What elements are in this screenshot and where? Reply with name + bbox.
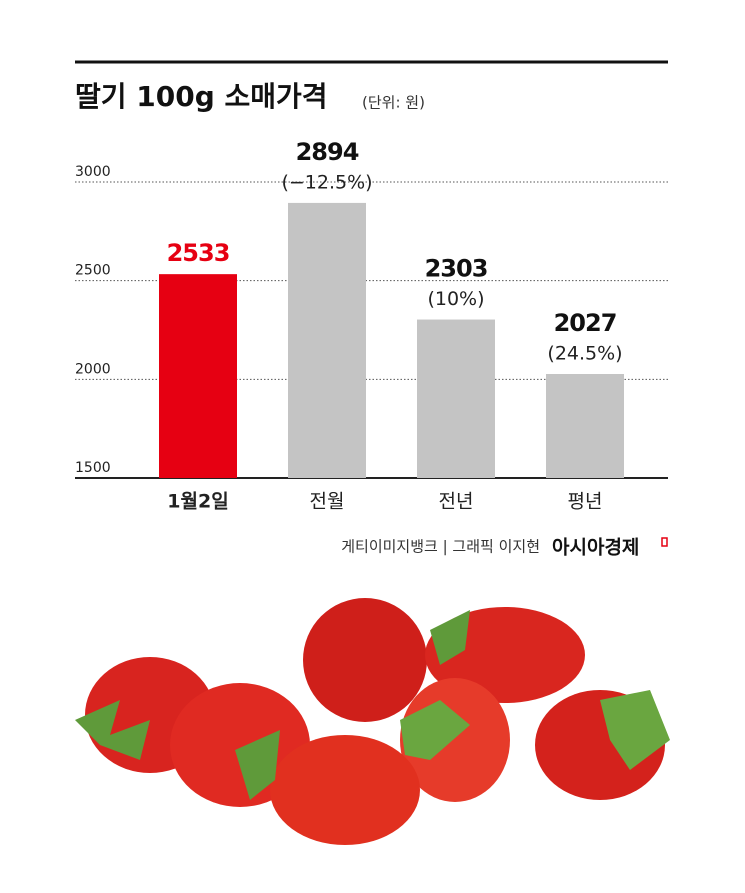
leaf [75,700,150,760]
change-label: (10%) [427,288,484,310]
bar [417,319,495,478]
chart-title: 딸기 100g 소매가격 [75,80,328,113]
change-label: (24.5%) [547,343,622,365]
leaf [600,690,670,770]
x-tick-label: 평년 [568,491,603,513]
value-label: 2303 [425,255,488,283]
y-tick-label: 1500 [75,460,111,476]
leaf [430,610,470,665]
value-label: 2027 [554,309,617,337]
x-tick-label: 전월 [310,491,345,513]
leaf [400,700,470,760]
unit-label: (단위: 원) [362,94,425,112]
bar [288,202,366,478]
bar [159,274,237,478]
value-label: 2894 [296,138,359,166]
logo-mark [661,537,668,547]
plot: 1500 2000 2500 3000 1월2일 2533 전월 2894 (−12.5%) 전년… [75,138,668,513]
x-tick-label: 전년 [439,491,474,513]
source: 게티이미지뱅크 | 그래픽 이지현 [341,538,540,556]
strawberry-photo [75,598,670,845]
value-label: 2533 [167,239,230,267]
y-tick-label: 2500 [75,263,111,279]
leaf [235,730,280,800]
publisher-logo: 아시아경제 [552,537,639,559]
strawberry [270,735,420,845]
y-tick-label: 3000 [75,164,111,180]
x-tick-label: 1월2일 [167,491,228,513]
bar [546,374,624,478]
change-label: (−12.5%) [281,171,372,193]
strawberry [303,598,427,722]
y-tick-label: 2000 [75,361,111,377]
